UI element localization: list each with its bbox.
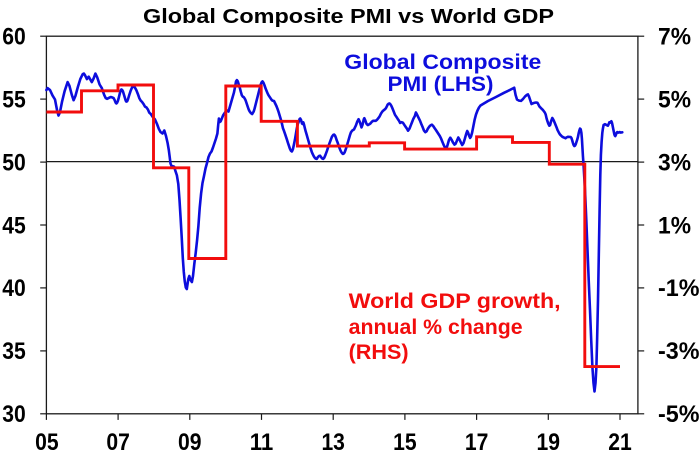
svg-text:(RHS): (RHS) — [349, 341, 409, 364]
svg-text:Global Composite: Global Composite — [344, 51, 541, 74]
svg-text:15: 15 — [393, 429, 417, 455]
svg-text:45: 45 — [2, 212, 26, 239]
svg-text:annual % change: annual % change — [349, 316, 523, 339]
svg-text:-3%: -3% — [658, 338, 700, 365]
svg-text:17: 17 — [465, 429, 489, 455]
svg-text:1%: 1% — [658, 212, 691, 239]
svg-text:13: 13 — [321, 429, 345, 455]
svg-text:7%: 7% — [658, 24, 691, 51]
svg-text:35: 35 — [2, 338, 26, 365]
svg-text:30: 30 — [2, 401, 26, 428]
svg-text:-1%: -1% — [658, 275, 700, 302]
svg-text:19: 19 — [537, 429, 561, 455]
svg-text:PMI (LHS): PMI (LHS) — [388, 73, 494, 96]
svg-text:11: 11 — [250, 429, 274, 455]
svg-text:05: 05 — [35, 429, 59, 455]
svg-text:40: 40 — [2, 275, 26, 302]
svg-text:09: 09 — [178, 429, 202, 455]
svg-text:Global Composite PMI vs World: Global Composite PMI vs World GDP — [143, 6, 554, 28]
svg-text:21: 21 — [608, 429, 632, 455]
svg-text:55: 55 — [2, 86, 26, 113]
svg-text:3%: 3% — [658, 149, 691, 176]
svg-text:60: 60 — [2, 24, 26, 51]
svg-text:World GDP growth,: World GDP growth, — [349, 290, 561, 313]
svg-text:50: 50 — [2, 149, 26, 176]
svg-text:5%: 5% — [658, 86, 691, 113]
svg-text:07: 07 — [106, 429, 130, 455]
svg-text:-5%: -5% — [658, 401, 700, 428]
